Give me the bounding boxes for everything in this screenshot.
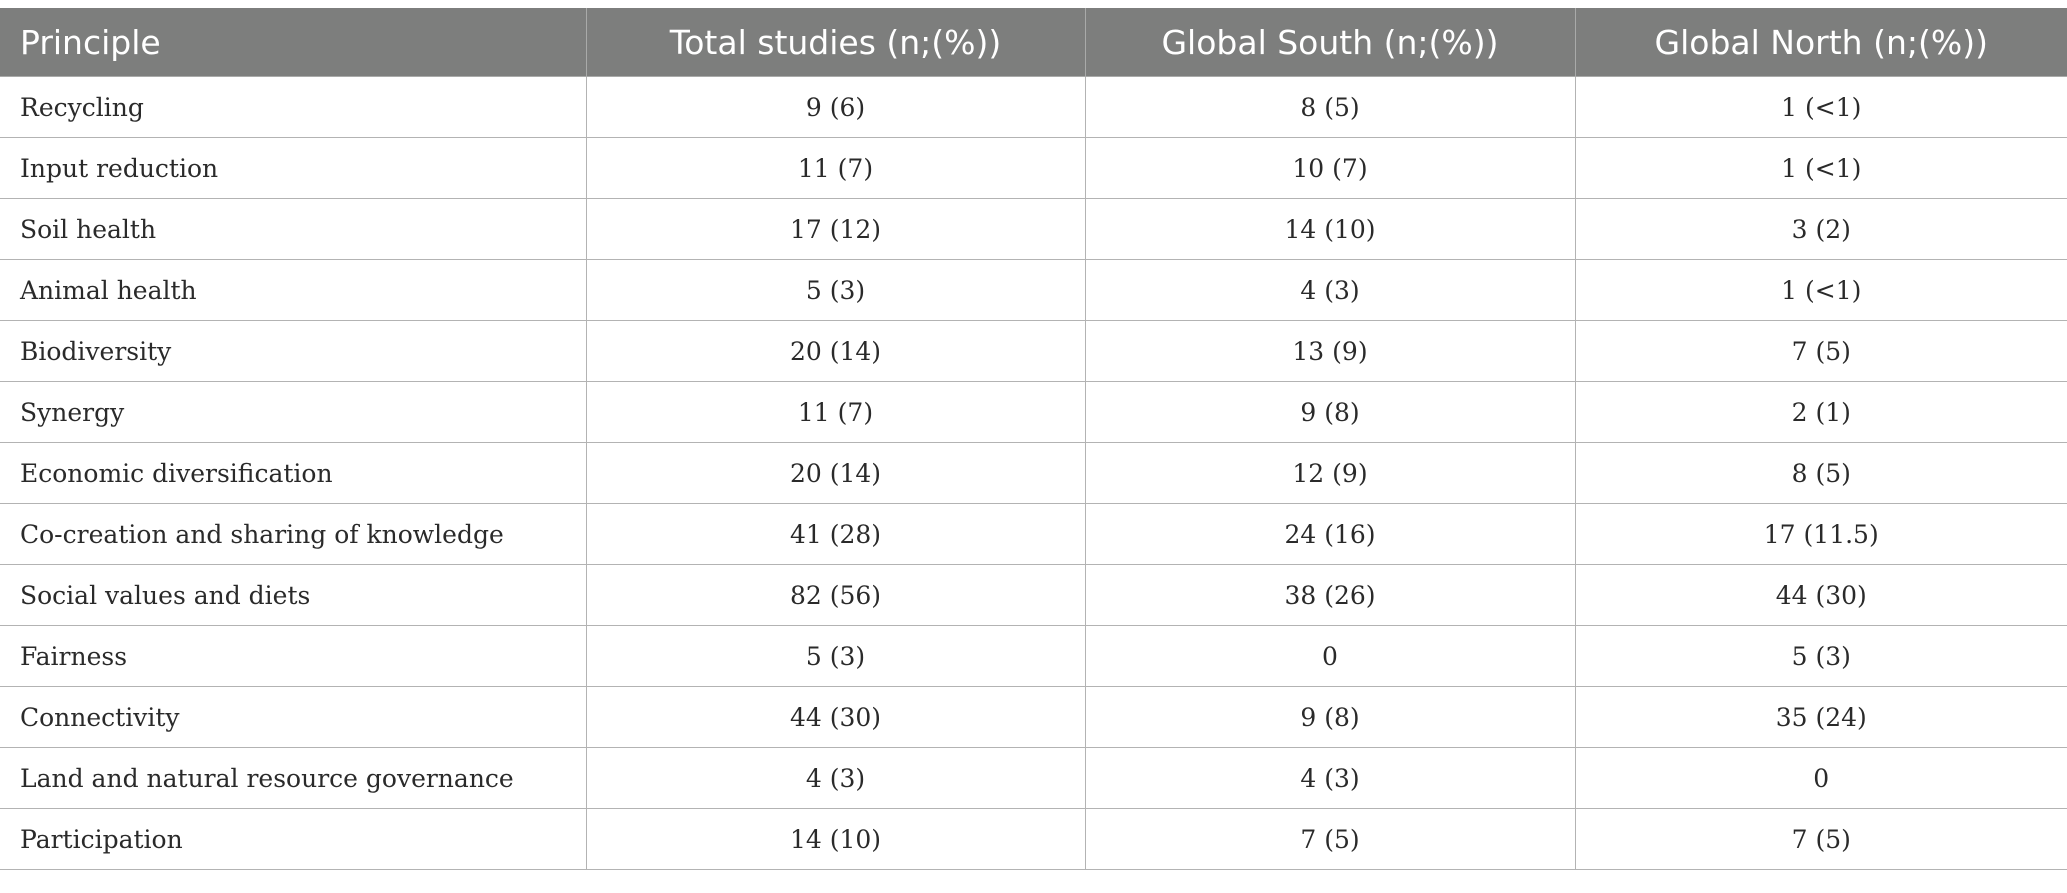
principles-table-container: Principle Total studies (n;(%)) Global S… bbox=[0, 8, 2067, 870]
global-south-cell: 14 (10) bbox=[1084, 198, 1576, 260]
global-south-cell: 13 (9) bbox=[1084, 320, 1576, 382]
global-south-cell: 24 (16) bbox=[1084, 503, 1576, 565]
total-studies-cell: 20 (14) bbox=[585, 442, 1086, 504]
total-studies-cell: 11 (7) bbox=[585, 381, 1086, 443]
table-header: Principle Total studies (n;(%)) Global S… bbox=[0, 8, 2067, 77]
global-south-cell: 9 (8) bbox=[1084, 686, 1576, 748]
global-south-cell: 12 (9) bbox=[1084, 442, 1576, 504]
total-studies-cell: 82 (56) bbox=[585, 564, 1086, 626]
principle-cell: Soil health bbox=[0, 198, 587, 260]
table-row: Soil health 17 (12) 14 (10) 3 (2) bbox=[0, 198, 2067, 260]
table-body: Recycling 9 (6) 8 (5) 1 (<1) Input reduc… bbox=[0, 76, 2067, 870]
header-row: Principle Total studies (n;(%)) Global S… bbox=[0, 8, 2067, 77]
principle-cell: Economic diversification bbox=[0, 442, 587, 504]
global-north-cell: 7 (5) bbox=[1574, 320, 2067, 382]
principle-cell: Land and natural resource governance bbox=[0, 747, 587, 809]
principle-cell: Input reduction bbox=[0, 137, 587, 199]
global-north-cell: 17 (11.5) bbox=[1574, 503, 2067, 565]
header-global-north: Global North (n;(%)) bbox=[1574, 8, 2067, 77]
table-row: Land and natural resource governance 4 (… bbox=[0, 747, 2067, 809]
global-south-cell: 7 (5) bbox=[1084, 808, 1576, 870]
total-studies-cell: 4 (3) bbox=[585, 747, 1086, 809]
principle-cell: Fairness bbox=[0, 625, 587, 687]
total-studies-cell: 14 (10) bbox=[585, 808, 1086, 870]
table-row: Fairness 5 (3) 0 5 (3) bbox=[0, 625, 2067, 687]
principle-cell: Recycling bbox=[0, 76, 587, 138]
total-studies-cell: 17 (12) bbox=[585, 198, 1086, 260]
principle-cell: Connectivity bbox=[0, 686, 587, 748]
principle-cell: Co-creation and sharing of knowledge bbox=[0, 503, 587, 565]
table-row: Co-creation and sharing of knowledge 41 … bbox=[0, 503, 2067, 565]
total-studies-cell: 11 (7) bbox=[585, 137, 1086, 199]
total-studies-cell: 5 (3) bbox=[585, 625, 1086, 687]
global-north-cell: 1 (<1) bbox=[1574, 259, 2067, 321]
principle-cell: Biodiversity bbox=[0, 320, 587, 382]
table-row: Economic diversification 20 (14) 12 (9) … bbox=[0, 442, 2067, 504]
total-studies-cell: 20 (14) bbox=[585, 320, 1086, 382]
global-south-cell: 10 (7) bbox=[1084, 137, 1576, 199]
global-north-cell: 5 (3) bbox=[1574, 625, 2067, 687]
table-row: Social values and diets 82 (56) 38 (26) … bbox=[0, 564, 2067, 626]
global-south-cell: 38 (26) bbox=[1084, 564, 1576, 626]
total-studies-cell: 44 (30) bbox=[585, 686, 1086, 748]
table-row: Participation 14 (10) 7 (5) 7 (5) bbox=[0, 808, 2067, 870]
principle-cell: Animal health bbox=[0, 259, 587, 321]
global-north-cell: 3 (2) bbox=[1574, 198, 2067, 260]
principle-cell: Synergy bbox=[0, 381, 587, 443]
principle-cell: Participation bbox=[0, 808, 587, 870]
table-row: Synergy 11 (7) 9 (8) 2 (1) bbox=[0, 381, 2067, 443]
table-row: Recycling 9 (6) 8 (5) 1 (<1) bbox=[0, 76, 2067, 138]
global-north-cell: 2 (1) bbox=[1574, 381, 2067, 443]
total-studies-cell: 5 (3) bbox=[585, 259, 1086, 321]
global-north-cell: 35 (24) bbox=[1574, 686, 2067, 748]
global-south-cell: 9 (8) bbox=[1084, 381, 1576, 443]
global-north-cell: 44 (30) bbox=[1574, 564, 2067, 626]
global-north-cell: 1 (<1) bbox=[1574, 137, 2067, 199]
table-row: Biodiversity 20 (14) 13 (9) 7 (5) bbox=[0, 320, 2067, 382]
global-north-cell: 7 (5) bbox=[1574, 808, 2067, 870]
header-global-south: Global South (n;(%)) bbox=[1084, 8, 1576, 77]
principles-table: Principle Total studies (n;(%)) Global S… bbox=[0, 8, 2067, 870]
global-north-cell: 0 bbox=[1574, 747, 2067, 809]
table-row: Input reduction 11 (7) 10 (7) 1 (<1) bbox=[0, 137, 2067, 199]
global-south-cell: 4 (3) bbox=[1084, 259, 1576, 321]
table-row: Animal health 5 (3) 4 (3) 1 (<1) bbox=[0, 259, 2067, 321]
global-south-cell: 4 (3) bbox=[1084, 747, 1576, 809]
global-north-cell: 1 (<1) bbox=[1574, 76, 2067, 138]
table-row: Connectivity 44 (30) 9 (8) 35 (24) bbox=[0, 686, 2067, 748]
header-principle: Principle bbox=[0, 8, 587, 77]
header-total-studies: Total studies (n;(%)) bbox=[585, 8, 1086, 77]
total-studies-cell: 9 (6) bbox=[585, 76, 1086, 138]
global-south-cell: 0 bbox=[1084, 625, 1576, 687]
global-south-cell: 8 (5) bbox=[1084, 76, 1576, 138]
global-north-cell: 8 (5) bbox=[1574, 442, 2067, 504]
principle-cell: Social values and diets bbox=[0, 564, 587, 626]
total-studies-cell: 41 (28) bbox=[585, 503, 1086, 565]
